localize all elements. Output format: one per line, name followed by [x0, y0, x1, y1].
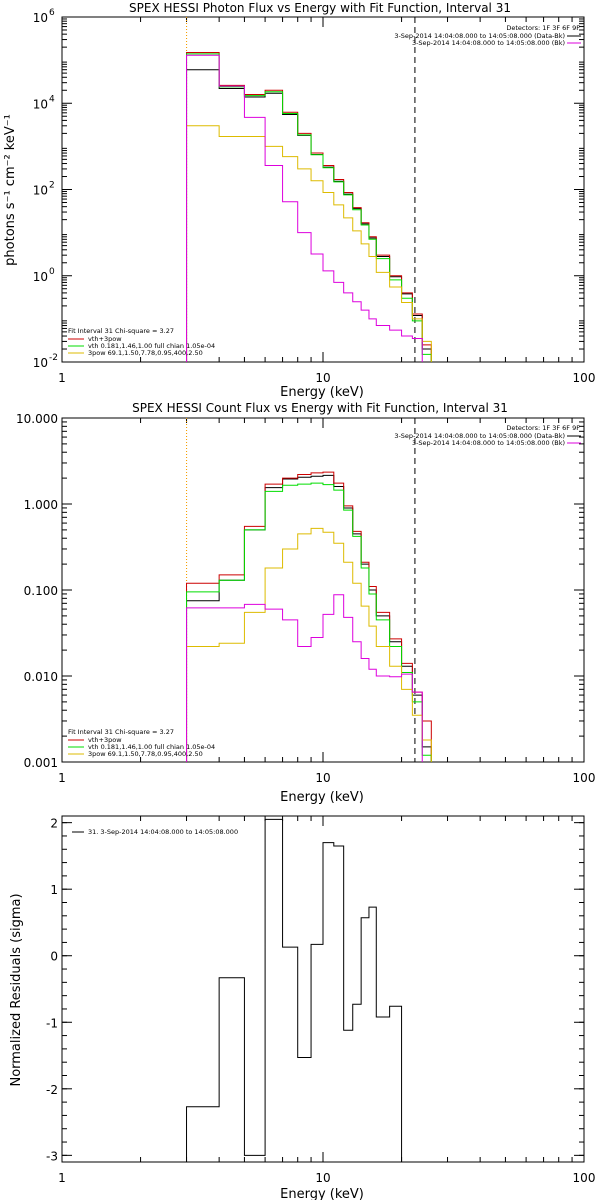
photon-panel: SPEX HESSI Photon Flux vs Energy with Fi…	[3, 1, 595, 400]
residuals-axis-ticks: 1 10 100 -3 -2 -1 0 1 2	[46, 816, 595, 1185]
photon-fit-legend: Fit Interval 31 Chi-square = 3.27 vth+3p…	[68, 327, 215, 357]
photon-marks	[186, 17, 432, 362]
photon-fit-line-3: 3pow 69.1,1.50,7.78,0.95,400,2.50	[88, 349, 203, 357]
residuals-legend-text: 31. 3-Sep-2014 14:04:08.000 to 14:05:08.…	[88, 828, 238, 836]
photon-y-tick-exponent: -2	[49, 353, 58, 363]
count-x-tick-label: 1	[58, 771, 66, 785]
count-x-tick-label: 10	[315, 771, 330, 785]
count-series-bkg	[186, 594, 423, 762]
photon-series-vth	[186, 53, 432, 362]
photon-y-tick-label: 10	[33, 356, 48, 370]
photon-y-tick-label: 10	[33, 270, 48, 284]
photon-x-tick-label: 100	[573, 371, 596, 385]
count-fit-line-1: vth+3pow	[88, 736, 122, 744]
photon-y-tick-exponent: 6	[49, 8, 55, 18]
count-y-tick-label: 1.000	[24, 498, 58, 512]
count-xlabel: Energy (keV)	[280, 790, 364, 805]
count-detectors-line-1: 3-Sep-2014 14:04:08.000 to 14:05:08.000 …	[394, 432, 565, 440]
photon-y-tick-label: 10	[33, 184, 48, 198]
photon-ylabel: photons s⁻¹ cm⁻² keV⁻¹	[3, 114, 18, 266]
count-y-tick-label: 0.010	[24, 670, 58, 684]
residuals-ylabel: Normalized Residuals (sigma)	[9, 893, 24, 1086]
residuals-y-tick-label: 0	[50, 950, 58, 964]
count-detectors-line-2: 3-Sep-2014 14:04:08.000 to 14:05:08.000 …	[412, 439, 565, 447]
photon-y-tick-exponent: 0	[49, 267, 55, 277]
photon-fit-line-1: vth+3pow	[88, 335, 122, 343]
photon-series-3pow	[186, 125, 432, 362]
count-y-tick-label: 10.000	[16, 412, 58, 426]
count-y-tick-label: 0.100	[24, 584, 58, 598]
count-fit-line-2: vth 0.181,1.46,1.00 full chian 1.05e-04	[88, 743, 215, 751]
photon-x-tick-label: 10	[315, 371, 330, 385]
count-fit-line-0: Fit Interval 31 Chi-square = 3.27	[68, 728, 174, 736]
residuals-x-tick-label: 100	[573, 1171, 596, 1185]
photon-y-tick-label: 10	[33, 11, 48, 25]
photon-series-data	[186, 69, 432, 362]
residuals-y-tick-label: 2	[50, 817, 58, 831]
photon-y-tick-exponent: 4	[49, 94, 55, 104]
photon-detectors-legend: Detectors: 1F 3F 6F 9F 3-Sep-2014 14:04:…	[394, 24, 581, 47]
photon-series-bkg	[186, 54, 423, 362]
residuals-x-tick-label: 1	[58, 1171, 66, 1185]
count-series-data	[186, 474, 432, 762]
photon-fit-line-0: Fit Interval 31 Chi-square = 3.27	[68, 327, 174, 335]
photon-fit-line-2: vth 0.181,1.46,1.00 full chian 1.05e-04	[88, 342, 215, 350]
count-detectors-legend: Detectors: 1F 3F 6F 9F 3-Sep-2014 14:04:…	[394, 424, 581, 447]
residuals-y-tick-label: -3	[46, 1149, 58, 1163]
photon-title: SPEX HESSI Photon Flux vs Energy with Fi…	[129, 1, 511, 15]
count-axis-ticks: 1 10 100 0.001 0.010 0.100 1.000 10.000	[16, 412, 595, 785]
residuals-y-tick-label: -2	[46, 1083, 58, 1097]
residuals-series-residuals	[186, 818, 403, 1162]
count-x-tick-label: 100	[573, 771, 596, 785]
count-detectors-line-0: Detectors: 1F 3F 6F 9F	[506, 424, 580, 432]
photon-detectors-line-2: 3-Sep-2014 14:04:08.000 to 14:05:08.000 …	[412, 39, 565, 47]
count-plot-frame	[61, 417, 585, 763]
photon-y-tick-label: 10	[33, 97, 48, 111]
count-marks	[186, 418, 432, 762]
count-y-tick-label: 0.001	[24, 756, 58, 770]
count-fit-line-3: 3pow 69.1,1.50,7.78,0.95,400,2.50	[88, 750, 203, 758]
count-panel: SPEX HESSI Count Flux vs Energy with Fit…	[16, 401, 595, 805]
residuals-marks	[186, 818, 403, 1162]
photon-x-tick-label: 1	[58, 371, 66, 385]
photon-detectors-line-1: 3-Sep-2014 14:04:08.000 to 14:05:08.000 …	[394, 32, 565, 40]
count-series-vth	[186, 482, 432, 762]
photon-xlabel: Energy (keV)	[280, 385, 364, 400]
residuals-y-tick-label: -1	[46, 1016, 58, 1030]
residuals-x-tick-label: 10	[315, 1171, 330, 1185]
residuals-xlabel: Energy (keV)	[280, 1187, 364, 1200]
photon-series-vth-3pow	[186, 52, 432, 362]
photon-y-tick-exponent: 2	[49, 181, 55, 191]
residuals-panel: 1 10 100 -3 -2 -1 0 1 2 Energy (keV) Normalized …	[9, 815, 595, 1200]
count-fit-legend: Fit Interval 31 Chi-square = 3.27 vth+3p…	[68, 728, 215, 758]
photon-detectors-line-0: Detectors: 1F 3F 6F 9F	[506, 24, 580, 32]
residuals-y-tick-label: 1	[50, 883, 58, 897]
count-title: SPEX HESSI Count Flux vs Energy with Fit…	[132, 401, 508, 415]
count-series-vth-3pow	[186, 471, 432, 762]
